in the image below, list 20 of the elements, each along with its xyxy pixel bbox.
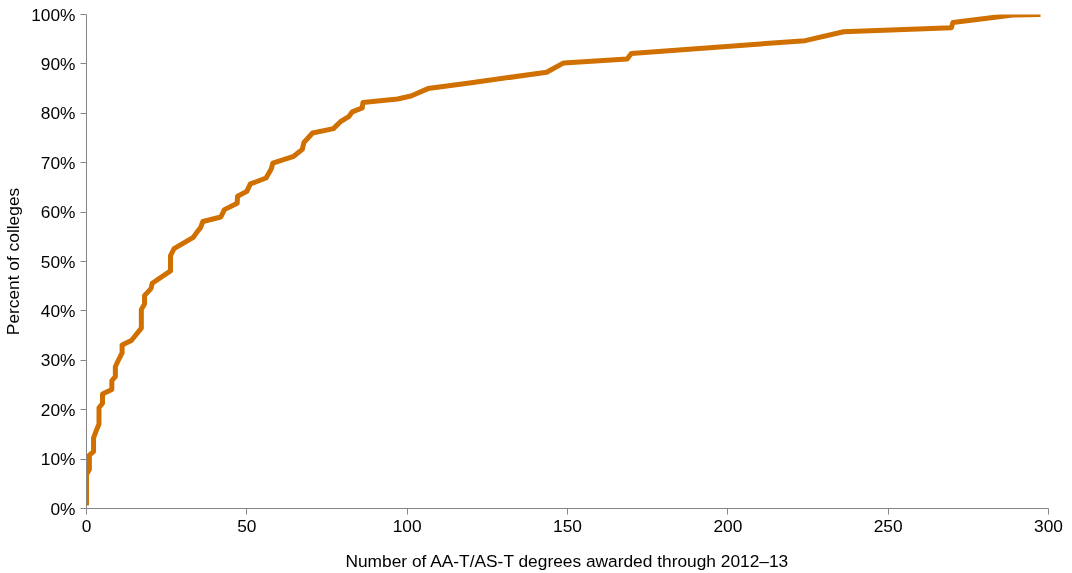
x-tick-label: 0 <box>81 515 92 536</box>
y-tick-label: 90% <box>40 53 76 74</box>
y-tick-label: 100% <box>31 4 76 25</box>
x-tick-label: 200 <box>713 515 743 536</box>
x-tick-label: 50 <box>237 515 257 536</box>
y-tick-label: 0% <box>50 498 76 519</box>
x-tick-label: 100 <box>392 515 422 536</box>
y-tick-label: 40% <box>40 300 76 321</box>
x-tick-label: 300 <box>1034 515 1063 536</box>
x-tick-label: 250 <box>873 515 903 536</box>
y-axis-title: Percent of colleges <box>3 187 24 336</box>
y-tick-label: 70% <box>40 152 76 173</box>
x-axis-title: Number of AA-T/AS-T degrees awarded through 2012–13 <box>345 550 789 571</box>
y-tick-label: 60% <box>40 202 76 223</box>
y-tick-label: 80% <box>40 103 76 124</box>
y-tick-label: 50% <box>40 251 76 272</box>
x-tick-label: 150 <box>553 515 582 536</box>
y-tick-label: 10% <box>40 449 76 470</box>
y-tick-label: 30% <box>40 350 76 371</box>
y-tick-label: 20% <box>40 399 76 420</box>
